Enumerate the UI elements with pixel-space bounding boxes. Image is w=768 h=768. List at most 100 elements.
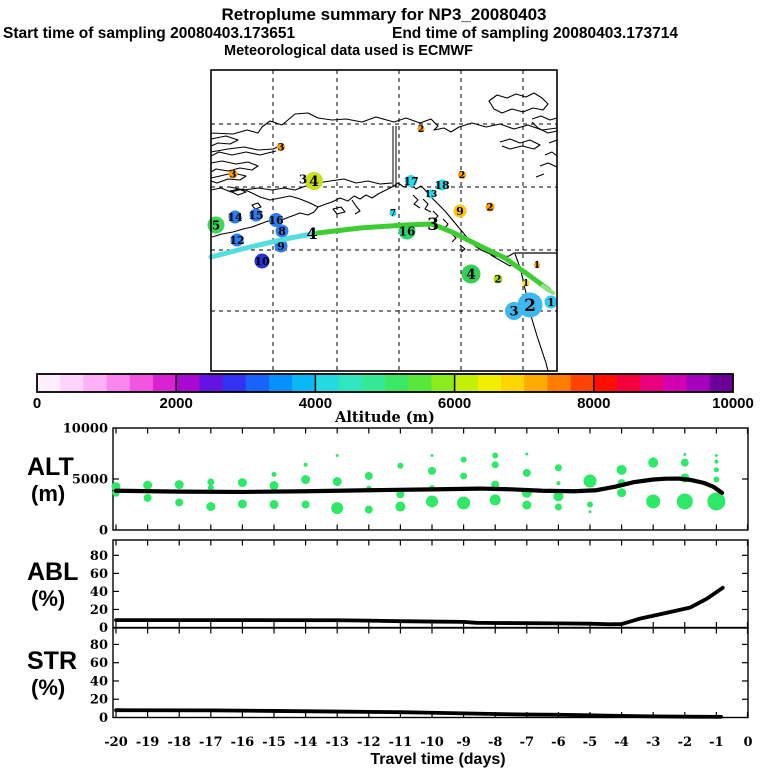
cluster-marker-day-3 bbox=[228, 169, 238, 179]
plume-cluster-dot bbox=[646, 494, 661, 509]
plume-cluster-dot bbox=[588, 510, 592, 514]
coastline-path bbox=[535, 173, 545, 178]
plume-cluster-dot bbox=[492, 452, 499, 459]
cluster-label-day-18: 18 bbox=[434, 179, 450, 192]
cluster-label-day-3: 3 bbox=[230, 170, 237, 181]
cluster-marker-day-13 bbox=[426, 189, 436, 199]
plume-cluster-dot bbox=[237, 478, 247, 488]
cluster-marker-day-1 bbox=[544, 295, 558, 309]
plume-cluster-dot bbox=[491, 461, 499, 469]
cluster-label-day-9: 9 bbox=[456, 205, 464, 218]
coastline-path bbox=[539, 162, 558, 168]
plume-cluster-dot bbox=[271, 471, 277, 477]
plume-cluster-dot bbox=[397, 462, 404, 469]
plume-cluster-dot bbox=[175, 498, 184, 507]
y-tick-label: 5000 bbox=[72, 473, 108, 488]
x-axis-title: Travel time (days) bbox=[370, 751, 505, 768]
x-tick-label: -2 bbox=[678, 735, 692, 750]
trajectory-day-label: 3 bbox=[427, 215, 439, 235]
x-tick-label: -6 bbox=[551, 735, 565, 750]
cluster-label-day-13: 13 bbox=[425, 190, 438, 200]
coastline-path bbox=[210, 150, 277, 157]
coastline-path bbox=[210, 160, 259, 173]
colorbar-segment bbox=[501, 374, 525, 392]
plume-cluster-dot bbox=[206, 502, 216, 512]
plume-cluster-dot bbox=[713, 476, 720, 483]
cluster-marker-day-1 bbox=[522, 279, 530, 287]
y-tick-label: 80 bbox=[90, 549, 108, 564]
colorbar-segment bbox=[176, 374, 200, 392]
colorbar-segment bbox=[153, 374, 177, 392]
colorbar-tick-label: 6000 bbox=[438, 395, 471, 412]
colorbar-frame bbox=[36, 373, 734, 393]
trajectory-day-label: 4 bbox=[306, 224, 317, 243]
coastline-path bbox=[499, 138, 541, 150]
cluster-label-day-5: 5 bbox=[212, 218, 220, 232]
cluster-label-day-2: 2 bbox=[459, 171, 465, 181]
plume-cluster-dot bbox=[428, 466, 436, 475]
coastline-path bbox=[210, 172, 247, 184]
plume-cluster-dot bbox=[426, 495, 438, 508]
plume-cluster-dot bbox=[460, 472, 468, 480]
y-tick-label: 80 bbox=[90, 638, 108, 653]
coastline-path bbox=[251, 202, 262, 210]
cluster-marker-day-10 bbox=[254, 253, 270, 269]
panel-str: 80 60 40 20 0 STR(%) bbox=[27, 627, 749, 726]
cluster-marker-day-15 bbox=[249, 208, 263, 222]
plume-cluster-dot bbox=[207, 484, 214, 491]
figure-title: Retroplume summary for NP3_20080403 bbox=[221, 5, 547, 24]
colorbar-segment bbox=[199, 374, 224, 392]
x-tick-label: -9 bbox=[456, 735, 470, 750]
plume-cluster-dot bbox=[553, 491, 564, 502]
panel-alt: 10000 5000 0 ALT(m) bbox=[27, 422, 749, 539]
plume-cluster-dot bbox=[301, 500, 310, 509]
plume-cluster-dot bbox=[554, 464, 562, 472]
altitude-colorbar: 0 2000 4000 6000 8000 10000 Altitude (m) bbox=[33, 373, 754, 426]
x-tick-label: 0 bbox=[743, 735, 752, 750]
colorbar-segment bbox=[640, 374, 664, 392]
cluster-label-day-2: 2 bbox=[524, 296, 536, 316]
x-axis: -20 -19 -18 -17 -16 -15 -14 -13 -12 -11 -10 -9 -8 -7-… bbox=[104, 735, 752, 768]
plume-cluster-dot bbox=[430, 454, 434, 458]
colorbar-segment bbox=[37, 374, 61, 392]
colorbar-segment bbox=[524, 374, 548, 392]
plume-cluster-dot bbox=[269, 481, 279, 491]
plume-cluster-dot bbox=[680, 458, 689, 467]
colorbar-segment bbox=[686, 374, 711, 392]
border-line-alaska-yukon bbox=[392, 126, 397, 187]
plume-cluster-dot bbox=[714, 459, 719, 464]
y-tick-label: 60 bbox=[90, 567, 108, 582]
plume-cluster-dot bbox=[522, 500, 532, 510]
plume-cluster-dot bbox=[335, 454, 339, 458]
colorbar-segment bbox=[315, 374, 340, 392]
y-tick-label: 0 bbox=[99, 621, 108, 636]
x-tick-label: -20 bbox=[104, 735, 128, 750]
cluster-label-day-16: 16 bbox=[268, 214, 284, 227]
panel-label-str: STR bbox=[27, 647, 77, 675]
coastline-path bbox=[531, 115, 558, 121]
x-tick-label: -19 bbox=[136, 735, 160, 750]
cluster-marker-day-14 bbox=[228, 210, 242, 224]
colorbar-tick-label: 0 bbox=[33, 395, 41, 412]
x-tick-label: -11 bbox=[389, 735, 413, 750]
cluster-marker-day-4 bbox=[461, 264, 481, 284]
panel-unit-label: (%) bbox=[31, 586, 65, 611]
plume-cluster-dot bbox=[174, 480, 184, 490]
x-tick-label: -1 bbox=[709, 735, 723, 750]
colorbar-segment bbox=[454, 374, 479, 392]
plume-cluster-dot bbox=[207, 478, 215, 486]
cluster-label-day-4: 4 bbox=[309, 174, 319, 190]
plume-cluster-dot bbox=[457, 496, 471, 510]
cluster-label-day-3: 3 bbox=[278, 143, 285, 154]
cluster-marker-day-2 bbox=[517, 292, 543, 318]
coastline-path bbox=[442, 218, 449, 229]
colorbar-tick-label: 4000 bbox=[299, 395, 332, 412]
plume-cluster-dot bbox=[522, 468, 531, 477]
plume-cluster-dot bbox=[364, 505, 373, 514]
colorbar-segment bbox=[570, 374, 595, 392]
plume-cluster-dot bbox=[714, 454, 718, 458]
coastline-path bbox=[531, 121, 558, 134]
x-tick-label: -13 bbox=[325, 735, 349, 750]
cluster-label-day-1: 1 bbox=[523, 279, 529, 289]
